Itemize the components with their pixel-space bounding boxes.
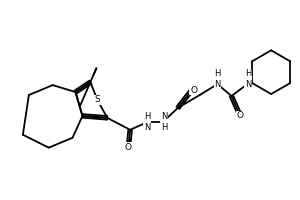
Text: O: O [190,86,197,95]
Text: S: S [94,95,100,104]
Text: O: O [237,111,244,120]
Text: H
N: H N [144,112,150,132]
Text: H
N: H N [214,69,221,89]
Text: O: O [125,143,132,152]
Text: H
N: H N [245,69,251,89]
Text: N
H: N H [161,112,167,132]
